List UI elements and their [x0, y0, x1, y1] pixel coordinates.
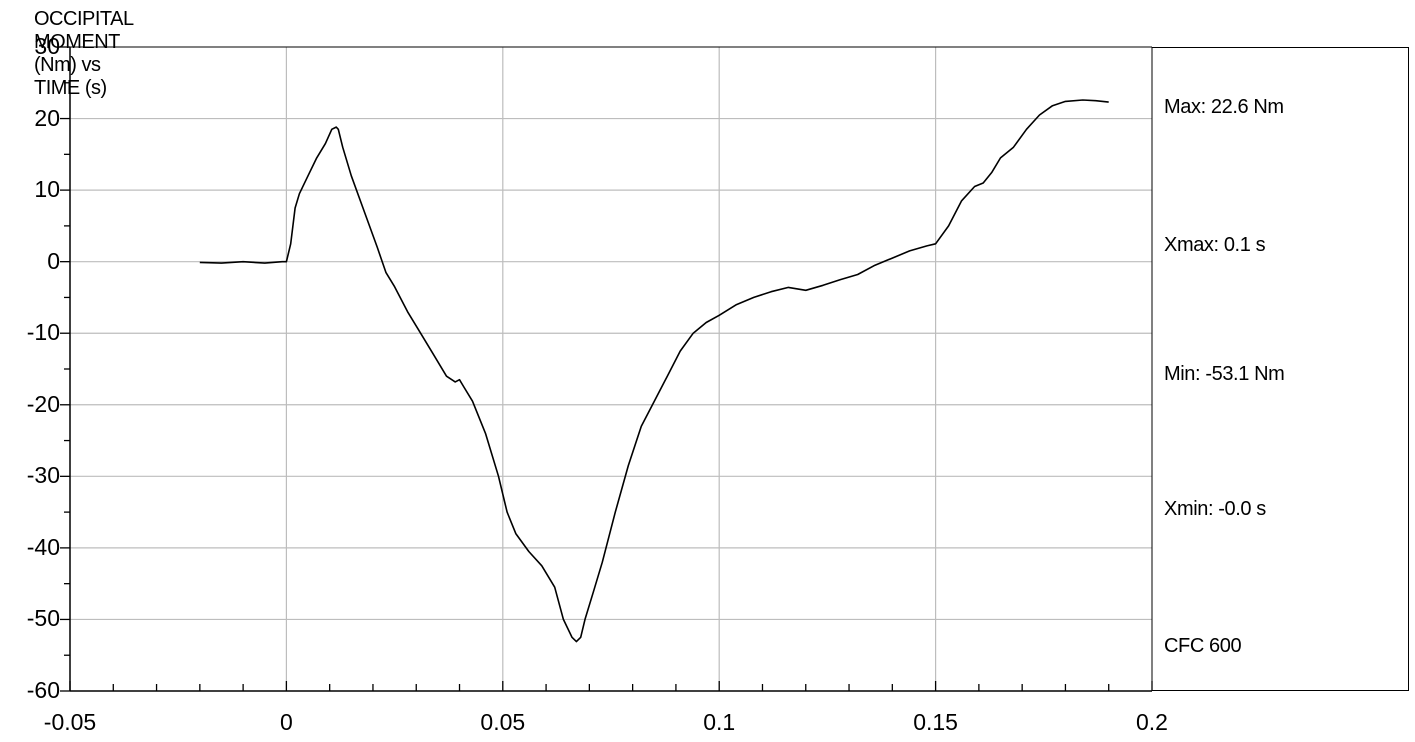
y-tick-label: 10 [34, 176, 60, 203]
y-tick-label: -20 [26, 390, 60, 417]
cfc-stat: CFC 600 [1164, 635, 1242, 657]
y-tick-label: 20 [34, 104, 60, 131]
series-line [199, 99, 1109, 643]
x-tick-label: 0.15 [913, 709, 958, 735]
stats-panel: Max: 22.6 Nm Xmax: 0.1 s Min: -53.1 Nm X… [1152, 47, 1409, 691]
xmax-stat: Xmax: 0.1 s [1164, 234, 1266, 256]
y-tick-label: -60 [26, 677, 60, 703]
x-tick-label: 0 [279, 709, 293, 735]
tick-marks [60, 46, 1153, 692]
gridlines [70, 47, 1152, 691]
y-tick-label: 30 [34, 33, 60, 59]
y-tick-label: -40 [26, 533, 60, 560]
axes [69, 46, 1153, 692]
y-tick-label: 0 [47, 247, 60, 274]
min-stat: Min: -53.1 Nm [1164, 363, 1285, 385]
max-stat: Max: 22.6 Nm [1164, 96, 1284, 118]
y-tick-label: -30 [26, 462, 60, 489]
y-tick-label: -10 [26, 319, 60, 346]
x-tick-label: -0.05 [43, 709, 97, 735]
x-tick-label: 0.05 [480, 709, 526, 735]
x-tick-label: 0.1 [703, 709, 736, 735]
x-tick-label: 0.2 [1136, 709, 1168, 735]
xmin-stat: Xmin: -0.0 s [1164, 498, 1266, 520]
y-tick-label: -50 [26, 605, 60, 632]
